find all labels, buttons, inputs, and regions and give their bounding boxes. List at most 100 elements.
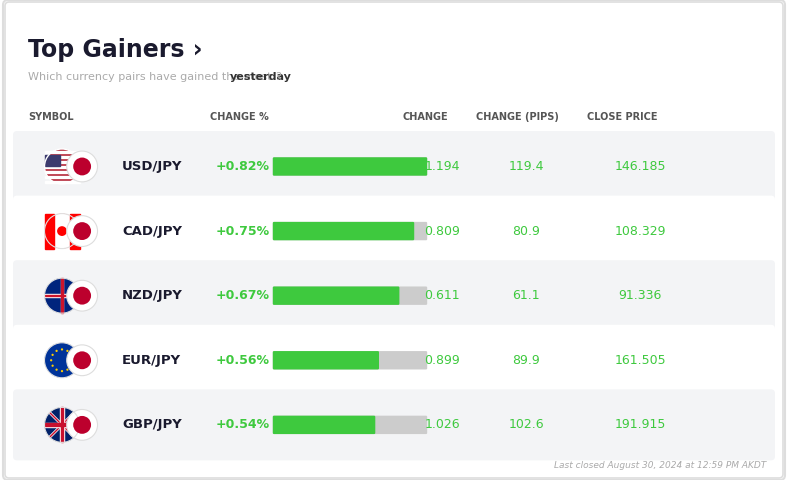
Circle shape <box>55 350 58 352</box>
Bar <box>44 176 80 178</box>
Circle shape <box>51 365 54 367</box>
FancyBboxPatch shape <box>273 157 427 176</box>
FancyBboxPatch shape <box>13 196 775 266</box>
Bar <box>44 156 80 158</box>
Circle shape <box>66 350 69 352</box>
Bar <box>44 214 54 249</box>
Text: Top Gainers ›: Top Gainers › <box>28 38 203 62</box>
Bar <box>44 423 80 426</box>
Bar <box>44 161 80 163</box>
Circle shape <box>72 359 74 361</box>
Text: Last closed August 30, 2024 at 12:59 PM AKDT: Last closed August 30, 2024 at 12:59 PM … <box>554 461 766 470</box>
Text: USD/JPY: USD/JPY <box>122 160 183 173</box>
Bar <box>44 156 60 166</box>
Text: 1.194: 1.194 <box>424 160 459 173</box>
Bar <box>60 408 65 443</box>
Circle shape <box>67 345 98 376</box>
FancyBboxPatch shape <box>273 222 414 240</box>
Text: +0.54%: +0.54% <box>216 419 270 432</box>
Bar <box>44 171 80 173</box>
Text: 89.9: 89.9 <box>512 354 540 367</box>
Circle shape <box>73 222 91 240</box>
Text: 91.336: 91.336 <box>619 289 662 302</box>
Circle shape <box>61 370 63 372</box>
Text: 119.4: 119.4 <box>508 160 544 173</box>
FancyBboxPatch shape <box>13 260 775 331</box>
FancyBboxPatch shape <box>273 351 427 370</box>
Text: NZD/JPY: NZD/JPY <box>122 289 183 302</box>
Circle shape <box>73 157 91 175</box>
Circle shape <box>44 343 80 378</box>
Text: CHANGE (PIPS): CHANGE (PIPS) <box>476 112 559 122</box>
Text: +0.67%: +0.67% <box>216 289 270 302</box>
Text: CLOSE PRICE: CLOSE PRICE <box>587 112 657 122</box>
Bar <box>61 278 63 313</box>
Text: 191.915: 191.915 <box>615 419 666 432</box>
Text: 80.9: 80.9 <box>512 225 540 238</box>
Circle shape <box>44 214 80 249</box>
Text: +0.75%: +0.75% <box>216 225 270 238</box>
FancyBboxPatch shape <box>273 351 379 370</box>
Circle shape <box>67 280 98 311</box>
Text: +0.56%: +0.56% <box>216 354 270 367</box>
FancyBboxPatch shape <box>273 416 427 434</box>
FancyBboxPatch shape <box>13 325 775 396</box>
Text: SYMBOL: SYMBOL <box>28 112 73 122</box>
Circle shape <box>44 408 80 443</box>
Text: 1.026: 1.026 <box>424 419 460 432</box>
Circle shape <box>44 278 80 313</box>
Text: 108.329: 108.329 <box>615 225 666 238</box>
FancyBboxPatch shape <box>273 287 400 305</box>
Text: ?: ? <box>275 72 281 82</box>
Circle shape <box>67 216 98 246</box>
Bar <box>44 295 80 296</box>
Circle shape <box>67 151 98 182</box>
Text: 161.505: 161.505 <box>614 354 666 367</box>
FancyBboxPatch shape <box>273 222 427 240</box>
FancyBboxPatch shape <box>273 157 427 176</box>
Circle shape <box>73 416 91 434</box>
Circle shape <box>55 369 58 371</box>
Circle shape <box>44 149 80 184</box>
FancyBboxPatch shape <box>3 0 785 480</box>
Bar <box>44 422 80 427</box>
Circle shape <box>44 214 80 249</box>
FancyBboxPatch shape <box>273 287 427 305</box>
Circle shape <box>44 278 80 313</box>
Text: 102.6: 102.6 <box>508 419 544 432</box>
Circle shape <box>67 409 98 440</box>
Circle shape <box>73 351 91 369</box>
Text: CHANGE %: CHANGE % <box>210 112 269 122</box>
Circle shape <box>57 226 67 236</box>
Circle shape <box>44 408 80 443</box>
Circle shape <box>61 348 63 350</box>
Bar <box>70 214 80 249</box>
Bar <box>44 294 80 297</box>
Circle shape <box>73 287 91 305</box>
Text: GBP/JPY: GBP/JPY <box>122 419 182 432</box>
Bar <box>61 408 63 443</box>
Text: EUR/JPY: EUR/JPY <box>122 354 181 367</box>
Circle shape <box>51 354 54 356</box>
Bar <box>44 151 80 153</box>
Circle shape <box>44 343 80 378</box>
FancyBboxPatch shape <box>13 389 775 460</box>
Text: CAD/JPY: CAD/JPY <box>122 225 182 238</box>
Circle shape <box>70 365 72 367</box>
Circle shape <box>50 359 52 361</box>
Bar <box>44 181 80 183</box>
Text: +0.82%: +0.82% <box>216 160 270 173</box>
Text: yesterday: yesterday <box>229 72 292 82</box>
Circle shape <box>70 354 72 356</box>
Text: 0.611: 0.611 <box>424 289 460 302</box>
Text: CHANGE: CHANGE <box>402 112 448 122</box>
Text: 146.185: 146.185 <box>615 160 666 173</box>
FancyBboxPatch shape <box>273 416 375 434</box>
Circle shape <box>44 149 80 184</box>
Text: 0.899: 0.899 <box>424 354 460 367</box>
Bar <box>61 278 63 313</box>
Text: Which currency pairs have gained the most: Which currency pairs have gained the mos… <box>28 72 275 82</box>
FancyBboxPatch shape <box>13 131 775 202</box>
Text: 61.1: 61.1 <box>512 289 540 302</box>
Circle shape <box>66 369 69 371</box>
